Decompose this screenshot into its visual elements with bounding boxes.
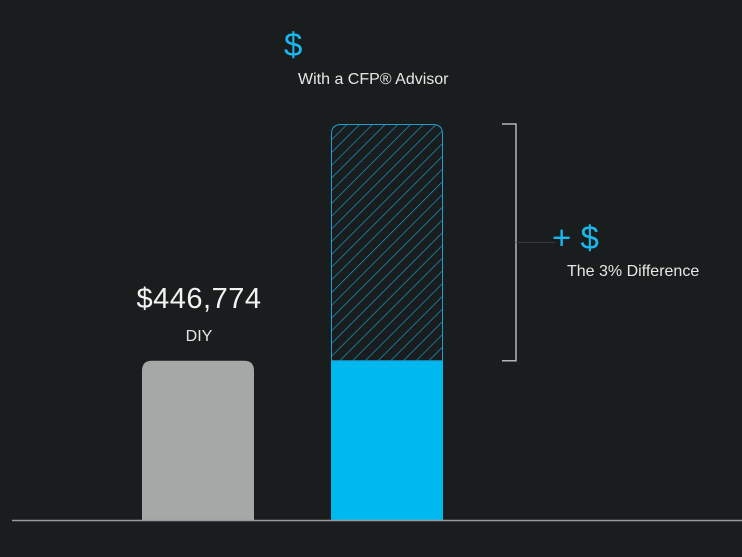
diy-value-label: $446,774 (136, 283, 262, 315)
diy-category-label: DIY (185, 328, 213, 345)
cfp-bar-base (331, 360, 443, 520)
cfp-bar-difference (331, 124, 443, 362)
cfp-value-label: $ (284, 26, 303, 63)
diy-bar (142, 360, 254, 520)
difference-value-label: + $ (552, 219, 599, 256)
cfp-category-label: With a CFP® Advisor (298, 71, 449, 88)
difference-bracket (502, 123, 517, 362)
difference-caption-label: The 3% Difference (567, 263, 700, 280)
